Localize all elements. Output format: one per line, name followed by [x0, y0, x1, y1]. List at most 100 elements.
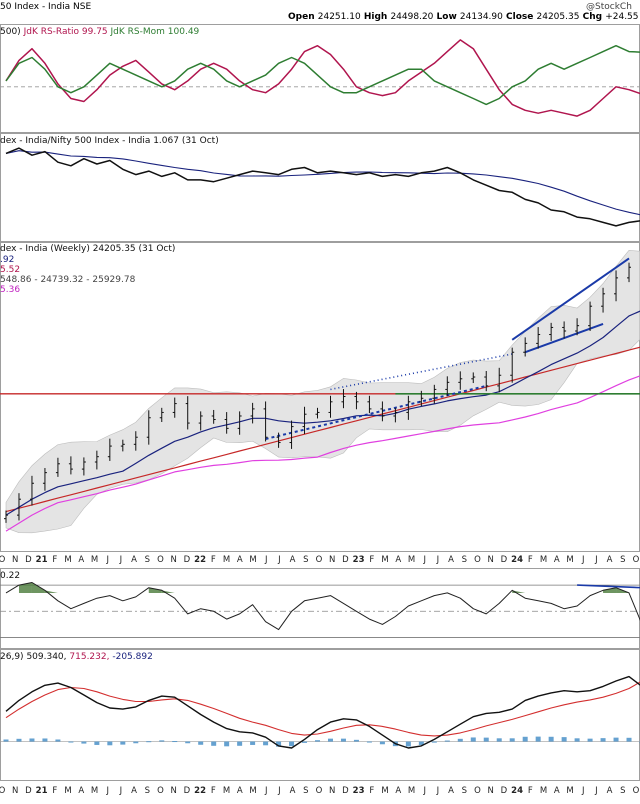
high-value: 24498.20: [390, 12, 433, 22]
x-axis-label: N: [12, 555, 18, 565]
legend-long-ma: 5.36: [0, 285, 20, 295]
macd-histogram-bar: [549, 737, 554, 742]
macd-histogram-bar: [42, 738, 47, 741]
x-axis-label-bottom: M: [249, 786, 256, 796]
x-axis-label-bottom: A: [78, 786, 84, 796]
macd-histogram-bar: [107, 742, 112, 746]
x-axis-label: D: [184, 555, 191, 565]
legend-bands: 548.86 - 24739.32 - 25929.78: [0, 275, 135, 285]
legend-short-ma: .92: [0, 255, 14, 265]
macd-histogram-bar: [224, 742, 229, 747]
x-axis-label: A: [554, 555, 560, 565]
macd-histogram-bar: [81, 742, 86, 744]
macd-histogram-bar: [120, 742, 125, 745]
macd-histogram-bar: [302, 742, 307, 743]
x-axis-label-bottom: M: [91, 786, 98, 796]
x-axis-label: F: [369, 555, 374, 565]
x-axis-label: D: [342, 555, 349, 565]
x-axis-label: F: [211, 555, 216, 565]
open-value: 24251.10: [318, 12, 361, 22]
x-axis-label: A: [290, 555, 296, 565]
x-axis-label: M: [540, 555, 547, 565]
macd-histogram-bar: [55, 740, 60, 742]
x-axis-label: J: [594, 555, 598, 565]
x-axis-label: D: [501, 555, 508, 565]
x-axis-label-bottom: J: [119, 786, 123, 796]
macd-histogram-bar: [614, 738, 619, 742]
x-axis-label-bottom: D: [501, 786, 508, 796]
x-axis-label-bottom: J: [105, 786, 109, 796]
x-axis-label: 23: [353, 555, 365, 565]
x-axis-label: J: [422, 555, 426, 565]
close-label: Close: [506, 12, 533, 22]
x-axis-label-bottom: 21: [36, 786, 48, 796]
macd-panel-label: 26,9) 509.340, 715.232, -205.892: [0, 652, 153, 662]
x-axis-label-bottom: A: [131, 786, 137, 796]
x-axis-label-bottom: 22: [194, 786, 206, 796]
x-axis-label-bottom: N: [329, 786, 335, 796]
rrg-panel-label: 500) JdK RS-Ratio 99.75 JdK RS-Mom 100.4…: [0, 27, 199, 37]
macd-histogram-bar: [588, 739, 593, 742]
x-axis-label: O: [0, 555, 6, 565]
x-axis-label-bottom: M: [566, 786, 573, 796]
hist-value: -205.892: [112, 652, 152, 662]
x-axis-label: N: [171, 555, 177, 565]
x-axis-label-bottom: N: [171, 786, 177, 796]
x-axis-label-bottom: F: [369, 786, 374, 796]
x-axis-label-bottom: M: [540, 786, 547, 796]
macd-histogram-bar: [484, 738, 489, 742]
x-axis-label: O: [157, 555, 164, 565]
x-axis-label: N: [488, 555, 494, 565]
macd-histogram-bar: [354, 740, 359, 742]
x-axis-label: M: [566, 555, 573, 565]
header-ohlc: Open 24251.10 High 24498.20 Low 24134.90…: [288, 12, 640, 22]
x-axis-label-bottom: O: [0, 786, 6, 796]
x-axis-label-bottom: F: [211, 786, 216, 796]
open-label: Open: [288, 12, 315, 22]
x-axis-label-bottom: J: [594, 786, 598, 796]
close-value: 24205.35: [537, 12, 580, 22]
x-axis-label: J: [105, 555, 109, 565]
macd-value: 509.340,: [26, 652, 66, 662]
x-axis-label-bottom: O: [474, 786, 481, 796]
x-axis-label-bottom: J: [264, 786, 268, 796]
x-axis-label: A: [448, 555, 454, 565]
macd-histogram-bar: [328, 739, 333, 742]
x-axis-label-bottom: M: [381, 786, 388, 796]
macd-histogram-bar: [250, 742, 255, 745]
x-axis-label: 24: [511, 555, 523, 565]
macd-histogram-bar: [133, 742, 138, 744]
legend-mid-ma: 5.52: [0, 265, 20, 275]
x-axis-label: M: [408, 555, 415, 565]
x-axis-label: A: [607, 555, 613, 565]
macd-histogram-bar: [523, 737, 528, 742]
chg-value: +24.55 (+0: [605, 12, 640, 22]
x-axis-label: 22: [194, 555, 206, 565]
x-axis-label-bottom: D: [184, 786, 191, 796]
x-axis-label-bottom: M: [64, 786, 71, 796]
x-axis-label-bottom: J: [422, 786, 426, 796]
x-axis-label: A: [395, 555, 401, 565]
x-axis-label: D: [25, 555, 32, 565]
x-axis-label: O: [474, 555, 481, 565]
macd-histogram-bar: [510, 738, 515, 741]
macd-histogram-bar: [146, 741, 151, 742]
price-panel-label: dex - India (Weekly) 24205.35 (31 Oct): [0, 244, 175, 254]
x-axis-label: S: [620, 555, 625, 565]
x-axis-label: N: [329, 555, 335, 565]
x-axis-label-bottom: D: [25, 786, 32, 796]
x-axis-label: J: [264, 555, 268, 565]
macd-histogram-bar: [601, 738, 606, 741]
macd-histogram-bar: [497, 738, 502, 741]
x-axis-label-bottom: J: [436, 786, 440, 796]
x-axis-label: O: [633, 555, 640, 565]
macd-histogram-bar: [445, 741, 450, 742]
macd-histogram-bar: [172, 741, 177, 742]
macd-histogram-bar: [536, 737, 541, 742]
x-axis-label-bottom: O: [633, 786, 640, 796]
x-axis-label: S: [303, 555, 308, 565]
macd-histogram-bar: [575, 738, 580, 741]
signal-value: 715.232,: [69, 652, 109, 662]
macd-histogram-bar: [263, 742, 268, 746]
x-axis-label-bottom: A: [237, 786, 243, 796]
